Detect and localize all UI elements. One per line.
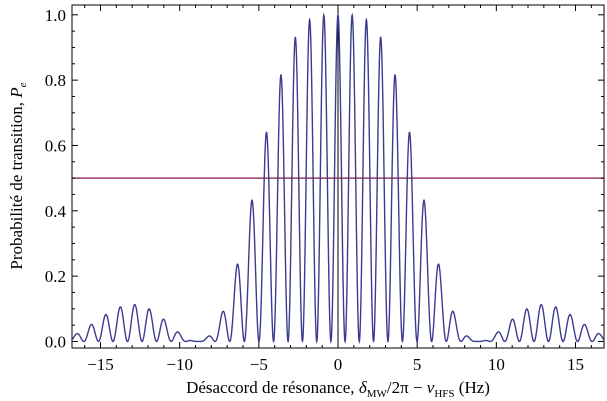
y-tick-label: 0.2 [45,267,66,286]
x-tick-label: −10 [166,355,193,374]
y-tick-label: 0.6 [45,136,66,155]
x-tick-label: 15 [567,355,584,374]
x-tick-label: −5 [250,355,268,374]
x-tick-label: 0 [334,355,343,374]
y-tick-label: 0.8 [45,71,66,90]
y-tick-label: 0.4 [45,202,67,221]
y-tick-label: 1.0 [45,6,66,25]
x-axis-title: Désaccord de résonance, δMW/2π − νHFS (H… [186,378,490,400]
x-tick-label: −15 [87,355,114,374]
x-tick-label: 10 [488,355,505,374]
y-tick-label: 0.0 [45,332,66,351]
fringe-series-line [72,12,604,345]
x-tick-label: 5 [413,355,422,374]
y-axis-title: Probabilité de transition, Pe [7,82,29,269]
